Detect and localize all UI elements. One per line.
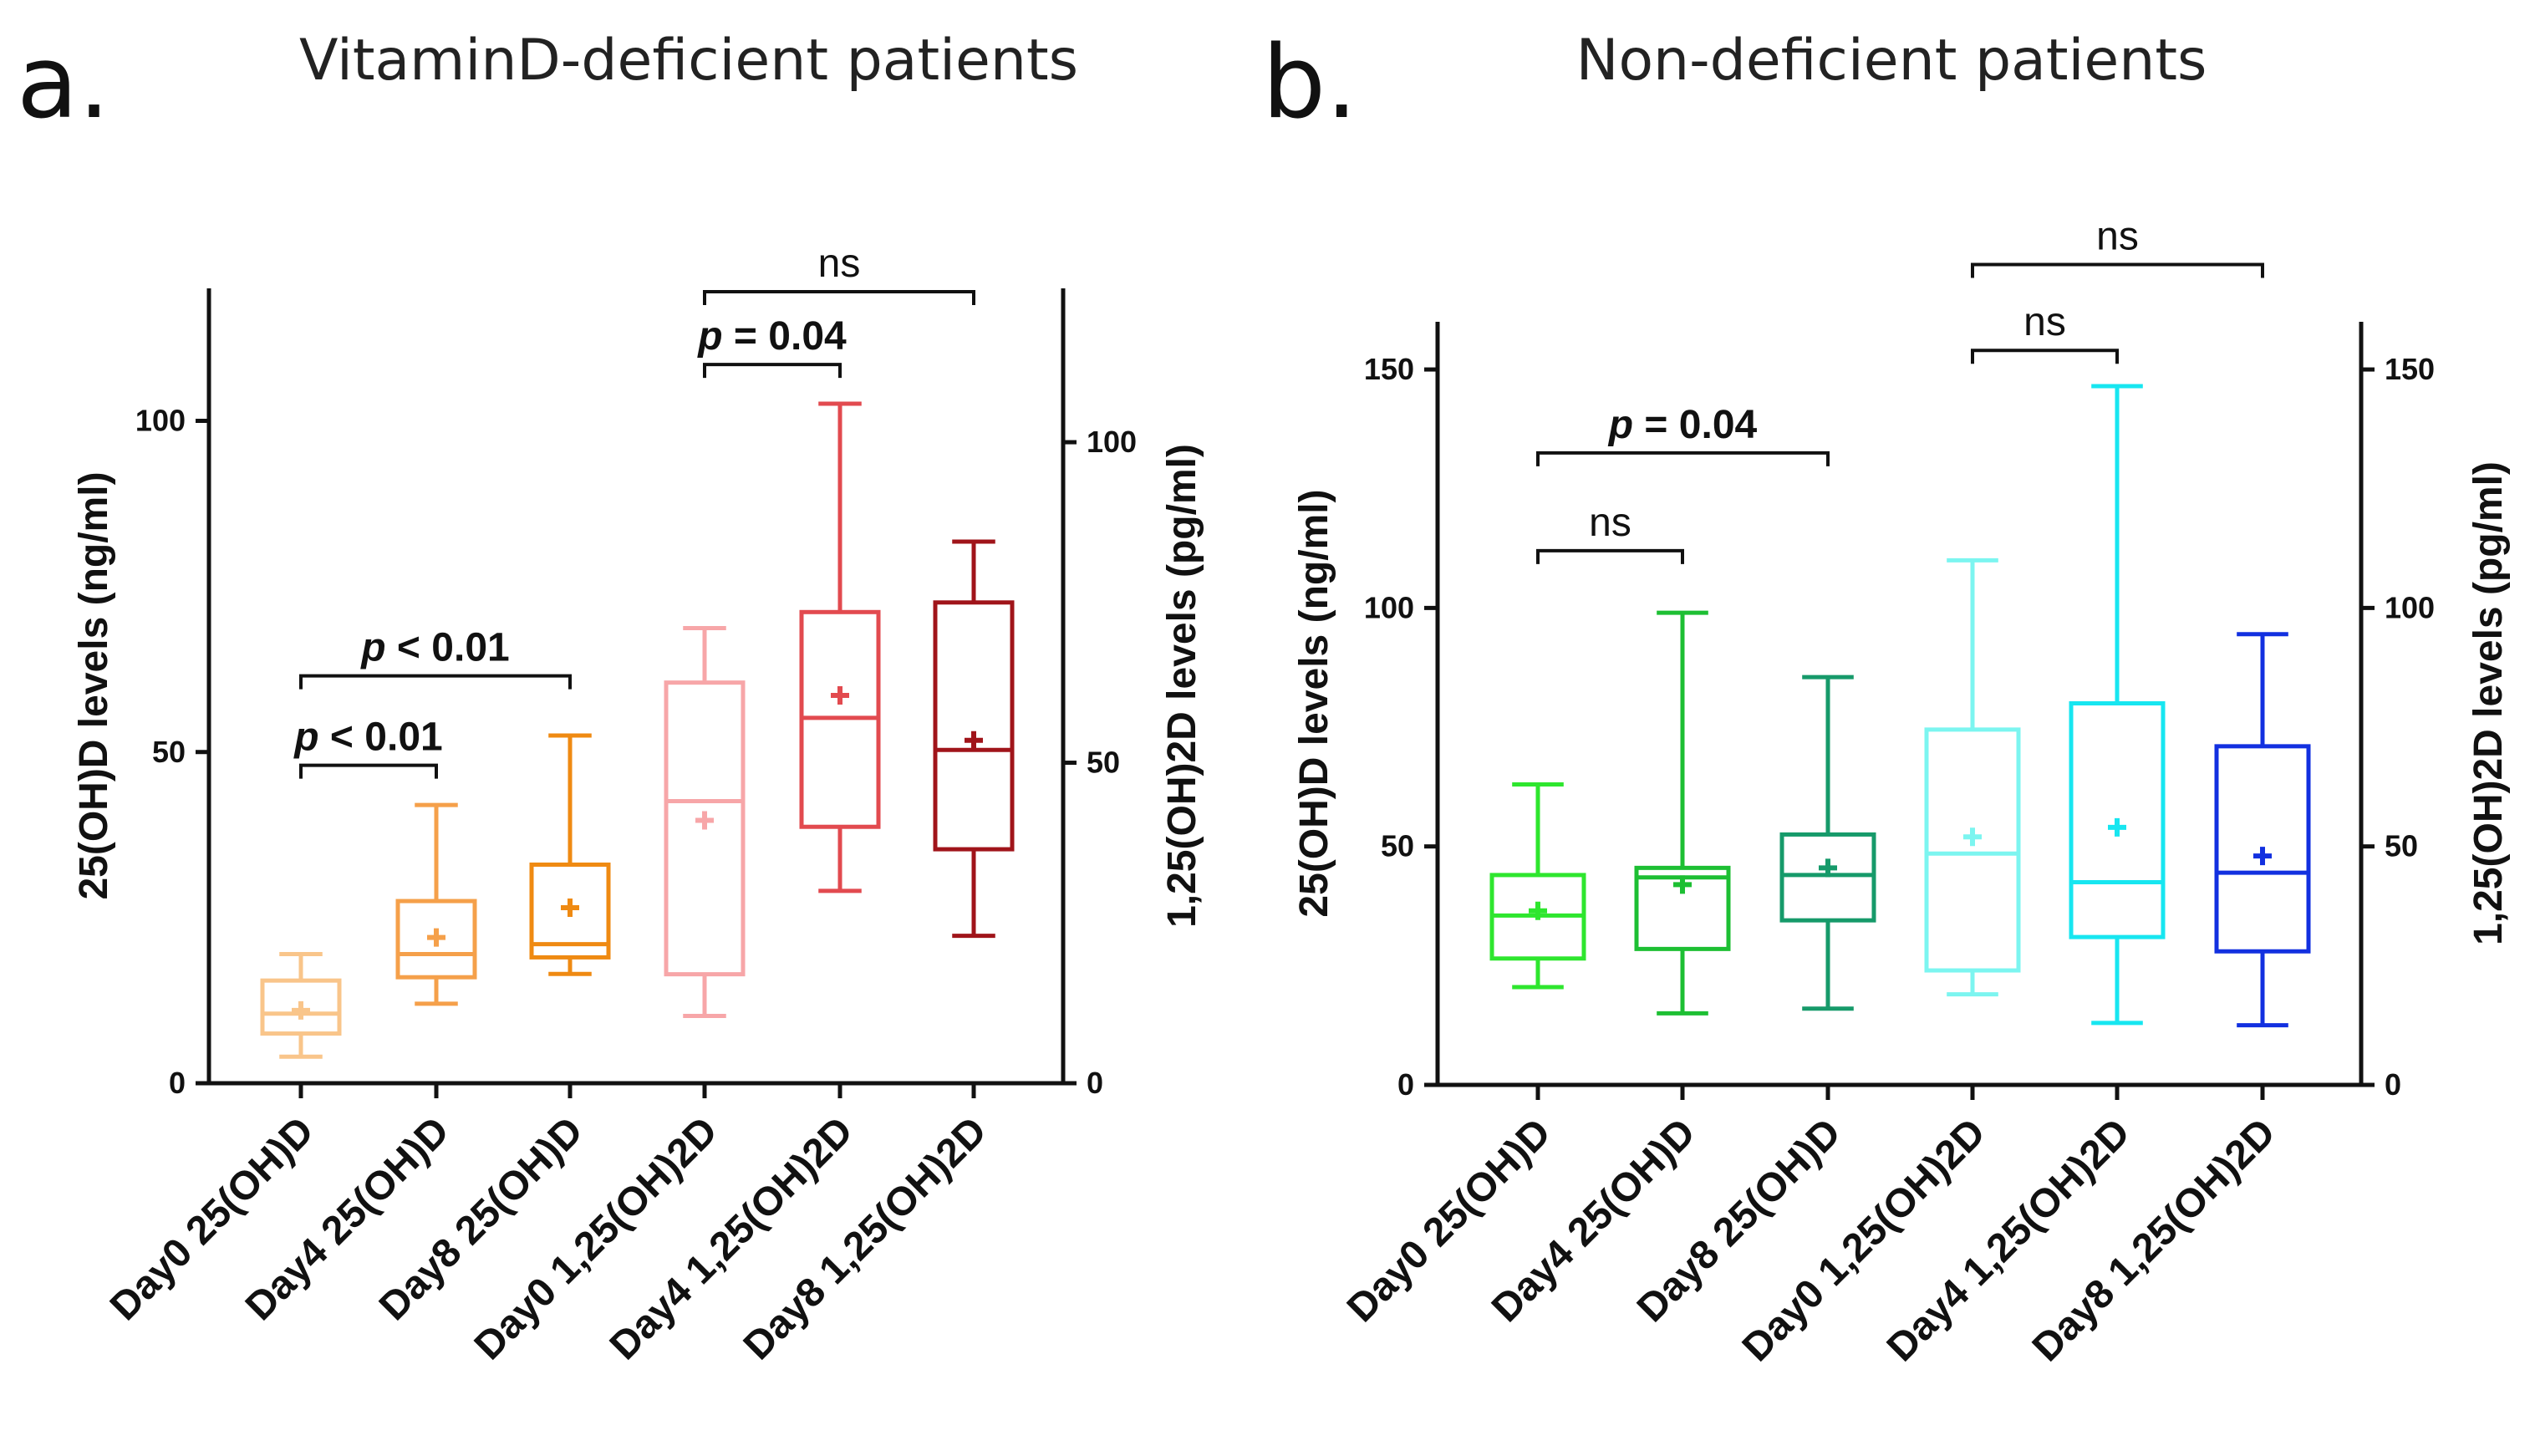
box-plot bbox=[2069, 384, 2166, 1026]
y-tick-label-left: 0 bbox=[169, 1066, 186, 1100]
y-tick-label-left: 0 bbox=[1397, 1067, 1414, 1102]
mean-marker bbox=[1963, 827, 1982, 847]
significance-bracket bbox=[703, 363, 842, 379]
box-iqr bbox=[664, 680, 746, 977]
box-plot bbox=[664, 625, 746, 1018]
x-tick-label: Day4 1,25(OH)2D bbox=[1879, 1110, 2139, 1370]
y-tick-label-right: 150 bbox=[2385, 352, 2435, 386]
significance-bracket bbox=[299, 674, 572, 690]
box-plot bbox=[1634, 610, 1731, 1016]
box-plot bbox=[1924, 557, 2021, 997]
x-tick-label: Day0 1,25(OH)2D bbox=[1734, 1110, 1994, 1370]
mean-marker bbox=[695, 811, 714, 830]
p-symbol: p bbox=[1607, 403, 1633, 447]
y-tick-label-right: 50 bbox=[1087, 746, 1120, 780]
y-tick-label-left: 100 bbox=[135, 404, 186, 438]
box-iqr bbox=[2069, 701, 2166, 939]
y-tick-label-left: 50 bbox=[1381, 829, 1414, 863]
panel-b-letter: b. bbox=[1262, 25, 1357, 141]
y-tick-label-left: 100 bbox=[1364, 590, 1414, 624]
panel-a-chart: 0 50 100 0 50 100 25(OH)D levels (ng/ml) 1,25(O… bbox=[72, 242, 1204, 1368]
x-tick-label: Day8 1,25(OH)2D bbox=[736, 1108, 995, 1368]
x-tick-label: Day4 1,25(OH)2D bbox=[602, 1108, 862, 1368]
y-tick-label-right: 100 bbox=[2385, 590, 2435, 624]
mean-marker bbox=[1673, 875, 1692, 894]
box-plot bbox=[799, 401, 881, 893]
mean-marker bbox=[965, 731, 983, 750]
significance-label: ns bbox=[2096, 215, 2139, 259]
panel-b-chart: 0 50 100 150 0 50 100 150 25(OH)D levels (ng/ml)… bbox=[1292, 215, 2511, 1371]
y-tick-label-right: 100 bbox=[1087, 425, 1137, 459]
significance-label: p = 0.04 bbox=[1607, 403, 1758, 447]
significance-label: ns bbox=[818, 242, 861, 286]
mean-marker bbox=[1529, 901, 1547, 920]
y-tick-label-right: 50 bbox=[2385, 829, 2418, 863]
p-value: = 0.04 bbox=[723, 314, 847, 359]
box-plot bbox=[2214, 632, 2311, 1028]
p-value: = 0.04 bbox=[1633, 403, 1757, 447]
box-iqr bbox=[529, 862, 611, 960]
mean-marker bbox=[561, 898, 579, 917]
box-iqr bbox=[933, 600, 1015, 852]
box-iqr bbox=[2214, 744, 2311, 954]
x-tick-label: Day0 1,25(OH)2D bbox=[466, 1108, 726, 1368]
significance-label: p < 0.01 bbox=[359, 626, 509, 670]
y-axis-title-right: 1,25(OH)2D levels (pg/ml) bbox=[2466, 461, 2511, 945]
significance-label: p < 0.01 bbox=[293, 715, 442, 760]
y-tick-label-left: 150 bbox=[1364, 352, 1414, 386]
x-tick-label: Day8 1,25(OH)2D bbox=[2024, 1110, 2284, 1370]
significance-label: ns bbox=[1589, 501, 1631, 545]
mean-marker bbox=[427, 928, 445, 947]
box-iqr bbox=[1779, 832, 1876, 923]
y-axis-title-right: 1,25(OH)2D levels (pg/ml) bbox=[1160, 444, 1204, 928]
mean-marker bbox=[292, 1000, 310, 1020]
p-value: < 0.01 bbox=[386, 626, 510, 670]
significance-bracket bbox=[1536, 451, 1830, 466]
significance-bracket bbox=[1971, 349, 2119, 364]
y-axis-title-left: 25(OH)D levels (ng/ml) bbox=[72, 471, 116, 899]
panel-b-title: Non-deficient patients bbox=[1576, 28, 2207, 94]
mean-marker bbox=[831, 686, 849, 705]
significance-bracket bbox=[703, 289, 975, 305]
box-plot bbox=[1489, 782, 1586, 990]
p-symbol: p bbox=[293, 715, 318, 760]
box-iqr bbox=[1924, 727, 2021, 973]
mean-marker bbox=[2253, 847, 2272, 866]
p-symbol: p bbox=[359, 626, 385, 670]
box-plot bbox=[933, 539, 1015, 939]
box-iqr bbox=[1634, 865, 1731, 951]
box-plot bbox=[260, 951, 342, 1059]
y-tick-label-right: 0 bbox=[2385, 1067, 2401, 1102]
box-plot bbox=[529, 733, 611, 976]
box-plot bbox=[1779, 675, 1876, 1011]
box-iqr bbox=[395, 899, 477, 980]
box-iqr bbox=[260, 978, 342, 1036]
significance-label: ns bbox=[2023, 300, 2066, 344]
y-axis-title-left: 25(OH)D levels (ng/ml) bbox=[1292, 489, 1336, 917]
significance-bracket bbox=[1971, 262, 2264, 278]
y-tick-label-left: 50 bbox=[152, 735, 186, 769]
p-value: < 0.01 bbox=[319, 715, 443, 760]
significance-bracket bbox=[1536, 548, 1684, 564]
box-plot bbox=[395, 802, 477, 1006]
panel-a-letter: a. bbox=[17, 25, 110, 141]
mean-marker bbox=[1819, 858, 1837, 878]
y-tick-label-right: 0 bbox=[1087, 1066, 1103, 1100]
significance-label: p = 0.04 bbox=[696, 314, 847, 359]
panel-a-title: VitaminD-deficient patients bbox=[299, 28, 1078, 94]
p-symbol: p bbox=[696, 314, 722, 359]
mean-marker bbox=[2108, 817, 2126, 837]
significance-bracket bbox=[299, 763, 438, 779]
